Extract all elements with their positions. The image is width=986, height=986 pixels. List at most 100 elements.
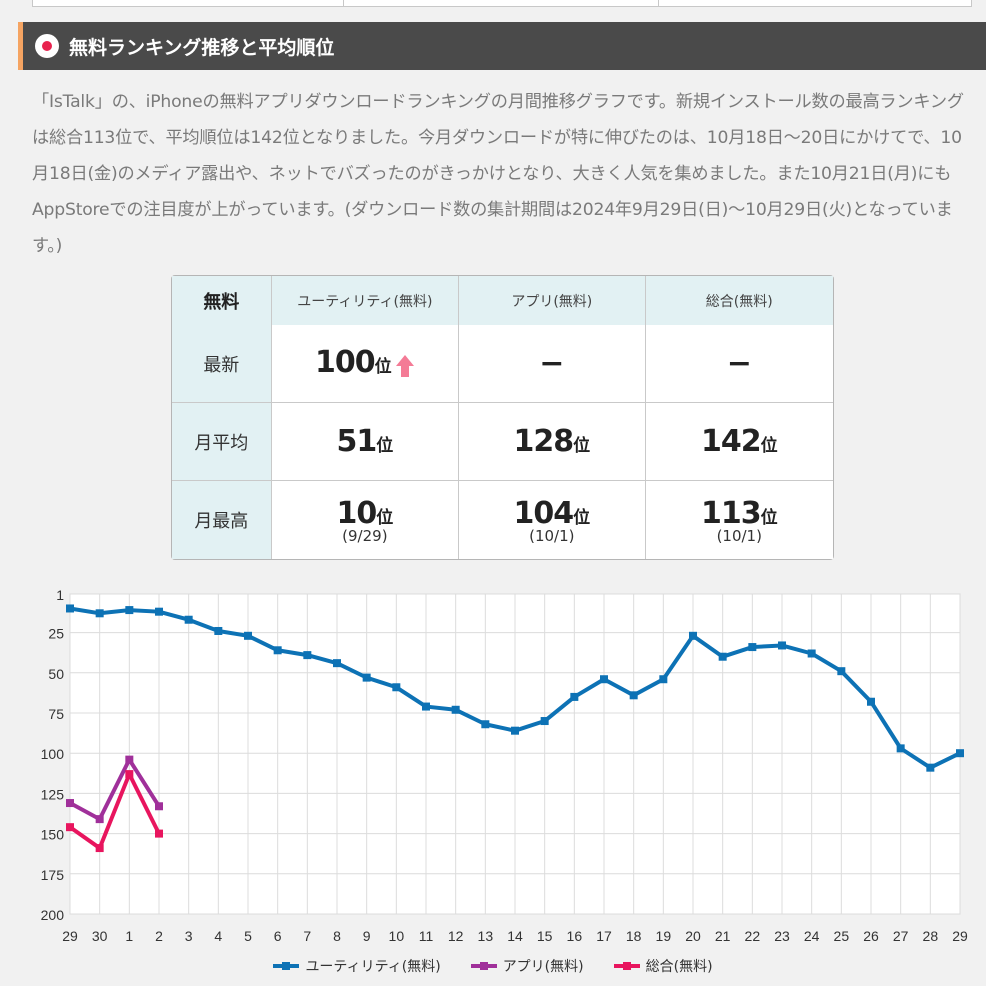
y-tick-label: 100 (41, 746, 65, 762)
y-tick-label: 75 (48, 706, 64, 722)
x-tick-label: 16 (567, 928, 583, 944)
data-point (125, 770, 134, 779)
x-tick-label: 27 (893, 928, 909, 944)
y-tick-label: 50 (48, 666, 64, 682)
x-tick-label: 19 (656, 928, 672, 944)
y-tick-label: 25 (48, 626, 64, 642)
data-point (956, 749, 964, 758)
data-point (718, 652, 727, 661)
chart-legend: ユーティリティ(無料) アプリ(無料) 総合(無料) (0, 951, 986, 981)
cell-average-overall: 142位 (645, 403, 833, 481)
data-point (244, 631, 252, 640)
y-tick-label: 150 (41, 827, 65, 843)
rank-unit: 位 (573, 436, 591, 456)
rank-date: (9/29) (342, 527, 388, 545)
data-point (629, 691, 638, 700)
x-tick-label: 5 (244, 928, 252, 944)
legend-item-app: アプリ(無料) (470, 956, 584, 976)
data-point (95, 609, 104, 618)
x-tick-label: 8 (333, 928, 341, 944)
data-point (273, 646, 282, 655)
x-tick-label: 4 (214, 928, 222, 944)
cell-best-app: 104位 (10/1) (459, 481, 646, 559)
ranking-description: 「IsTalk」の、iPhoneの無料アプリダウンロードランキングの月間推移グラ… (32, 92, 964, 256)
rank-unit: 位 (376, 436, 394, 456)
legend-label-app: アプリ(無料) (502, 959, 584, 975)
x-tick-label: 25 (834, 928, 850, 944)
x-tick-label: 3 (185, 928, 193, 944)
data-point (511, 726, 519, 735)
x-tick-label: 14 (507, 928, 523, 944)
data-point (867, 697, 875, 706)
ranking-chart: 1 25 50 75 100 125 150 175 200 29 30 1 2 3 4 5 6 7 8 9 10 11 1… (0, 585, 986, 986)
rank-unit: 位 (573, 508, 591, 528)
data-point (926, 763, 935, 772)
rank-value: 104 (513, 496, 574, 531)
table-row-latest: 最新 100位 − − (172, 325, 833, 403)
legend-item-overall: 総合(無料) (613, 956, 713, 976)
column-header-utility: ユーティリティ(無料) (271, 276, 460, 325)
x-tick-label: 20 (685, 928, 701, 944)
x-tick-label: 28 (923, 928, 939, 944)
row-label-best: 月最高 (172, 481, 272, 559)
x-tick-label: 13 (478, 928, 494, 944)
rank-value: 142 (700, 424, 762, 459)
x-tick-label: 23 (774, 928, 790, 944)
x-tick-label: 29 (62, 928, 78, 944)
series-line (69, 757, 161, 822)
column-header-app: アプリ(無料) (459, 276, 646, 325)
y-tick-label: 175 (41, 867, 65, 883)
x-tick-label: 24 (804, 928, 820, 944)
x-tick-label: 29 (952, 928, 968, 944)
data-point (778, 641, 786, 650)
column-header-overall: 総合(無料) (645, 276, 833, 325)
x-tick-label: 6 (274, 928, 282, 944)
cell-average-app: 128位 (459, 403, 646, 481)
x-tick-label: 17 (596, 928, 612, 944)
x-tick-label: 26 (863, 928, 879, 944)
x-tick-label: 21 (715, 928, 731, 944)
rank-unit: 位 (374, 357, 392, 378)
rank-value: 10 (336, 496, 377, 531)
cell-average-utility: 51位 (271, 403, 460, 481)
data-point (392, 683, 401, 692)
row-label-latest: 最新 (172, 325, 272, 403)
table-row-average: 月平均 51位 128位 142位 (172, 403, 833, 481)
data-point (125, 755, 134, 764)
y-tick-label: 200 (41, 907, 65, 923)
rank-date: (10/1) (529, 527, 575, 545)
data-point (66, 823, 74, 832)
x-tick-label: 11 (419, 928, 434, 944)
x-tick-label: 18 (626, 928, 642, 944)
section-title: 無料ランキング推移と平均順位 (69, 36, 335, 59)
data-point (95, 815, 104, 824)
data-point (333, 659, 341, 668)
legend-swatch-overall (613, 962, 640, 970)
y-tick-label: 125 (41, 786, 65, 802)
data-point (214, 626, 223, 635)
data-point (451, 705, 460, 714)
cell-latest-app: − (459, 325, 646, 403)
rank-value: 113 (700, 496, 762, 531)
data-point (807, 649, 816, 658)
x-tick-label: 1 (125, 928, 133, 944)
series-line (68, 772, 161, 851)
data-point (659, 675, 668, 684)
x-tick-label: 9 (363, 928, 371, 944)
rank-unit: 位 (760, 436, 778, 456)
legend-item-utility: ユーティリティ(無料) (273, 956, 441, 976)
data-point (66, 604, 74, 613)
ranking-table: 無料 ユーティリティ(無料) アプリ(無料) 総合(無料) 最新 100位 − … (171, 275, 834, 560)
rank-unit: 位 (376, 508, 394, 528)
rank-unit: 位 (760, 508, 778, 528)
x-tick-label: 7 (303, 928, 311, 944)
table-corner-label: 無料 (172, 276, 272, 325)
cell-latest-overall: − (645, 325, 833, 403)
data-point (362, 673, 371, 682)
legend-label-overall: 総合(無料) (645, 959, 713, 975)
section-heading: 無料ランキング推移と平均順位 (18, 22, 986, 70)
x-tick-label: 2 (155, 928, 163, 944)
data-point (540, 717, 549, 726)
data-point (600, 675, 608, 684)
rank-date: (10/1) (716, 527, 762, 545)
